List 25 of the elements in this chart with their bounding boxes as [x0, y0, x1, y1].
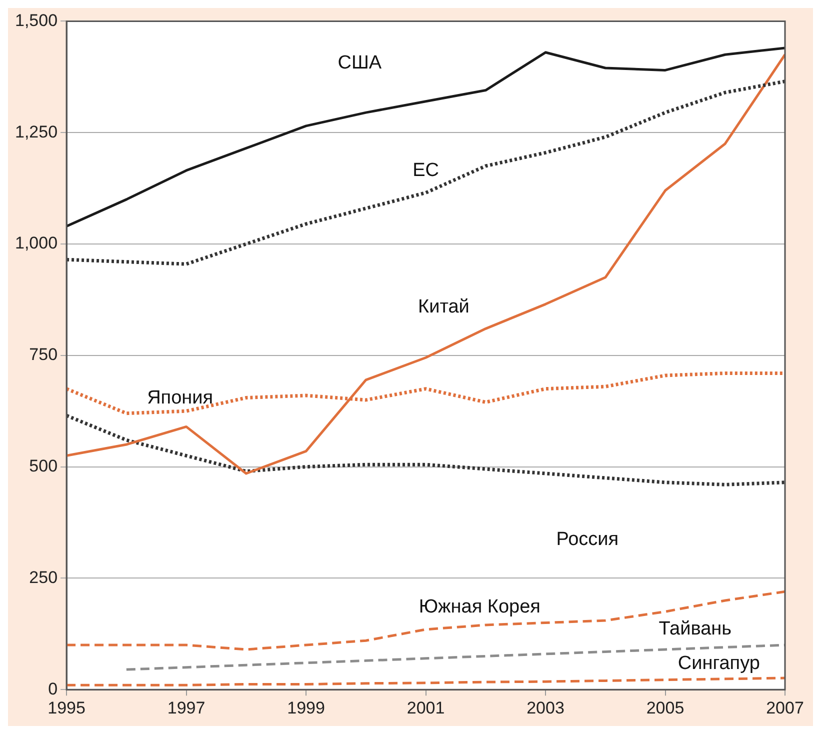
line-series	[66, 590, 785, 651]
x-tick-label: 2007	[766, 698, 804, 718]
y-tick-label: 750	[29, 345, 58, 364]
x-tick-label: 2001	[406, 698, 445, 718]
series-label: США	[338, 52, 382, 74]
y-tick-label: 1,500	[14, 10, 58, 30]
series-label: Япония	[147, 387, 214, 408]
series-label: ЕС	[412, 160, 439, 182]
x-tick-label: 2003	[526, 698, 564, 718]
line-series	[125, 644, 785, 671]
series-label: Южная Корея	[418, 596, 540, 618]
series-label: Тайвань	[658, 618, 732, 640]
x-tick-label: 1997	[167, 698, 206, 718]
y-tick-label: 1,250	[14, 122, 58, 142]
line-series	[66, 676, 785, 686]
series-label: Сингапур	[678, 652, 760, 674]
y-tick-label: 1,000	[14, 234, 58, 253]
text: Россия	[556, 529, 619, 550]
series-label: Китай	[418, 296, 470, 318]
y-tick-label: 250	[29, 568, 58, 587]
y-tick-label: 0	[48, 679, 58, 698]
x-tick-label: 1995	[48, 698, 86, 718]
x-tick-label: 1999	[287, 698, 325, 718]
y-tick-label: 500	[29, 456, 58, 476]
x-tick-label: 2005	[646, 698, 684, 718]
